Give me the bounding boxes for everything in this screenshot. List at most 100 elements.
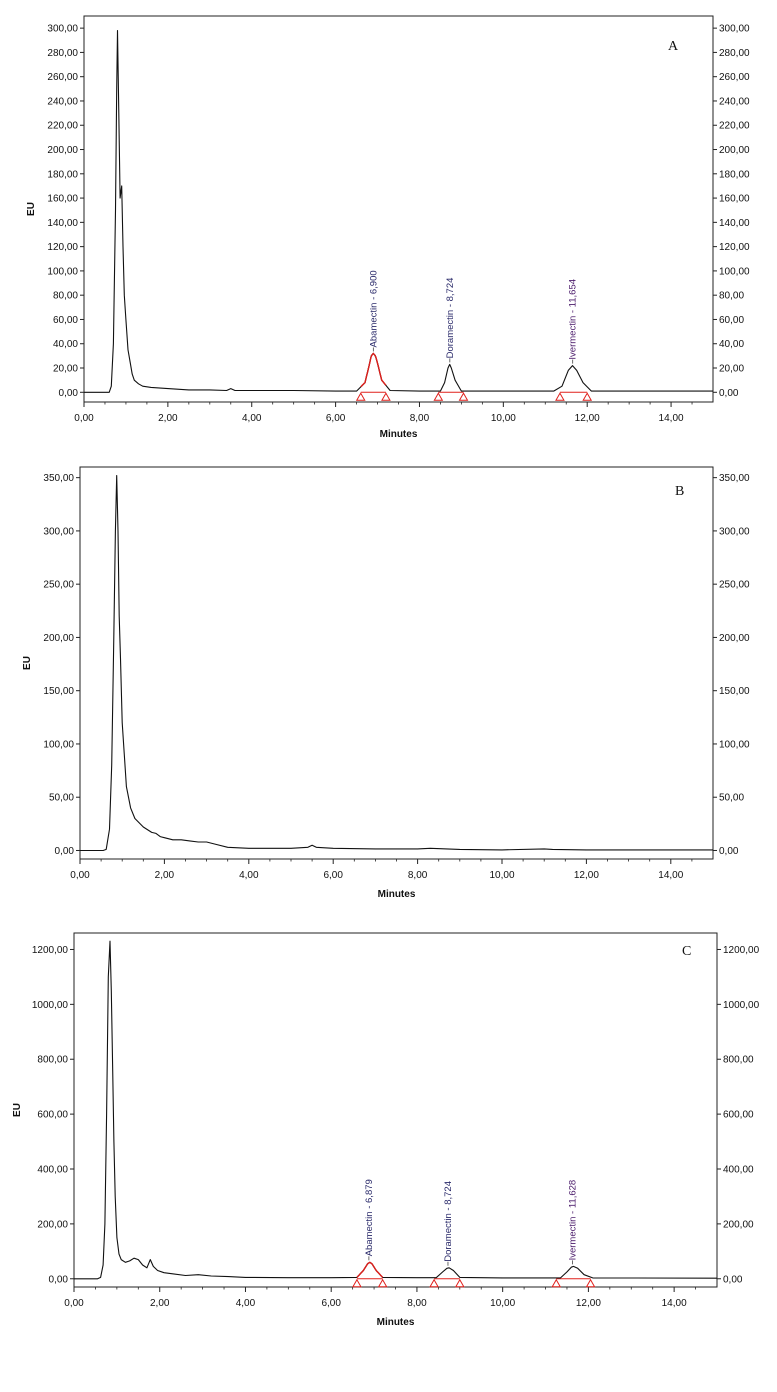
y-tick-label-left: 1200,00 [32, 945, 69, 956]
y-tick-label-right: 220,00 [719, 121, 750, 132]
y-tick-label-left: 60,00 [53, 315, 78, 326]
y-tick-label-right: 200,00 [719, 633, 750, 644]
y-tick-label-right: 140,00 [719, 218, 750, 229]
y-tick-label-right: 100,00 [719, 266, 750, 277]
y-tick-label-left: 260,00 [47, 72, 78, 83]
peak-label: Ivermectin - 11,654 [568, 279, 579, 360]
peak-label: Ivermectin - 11,628 [567, 1180, 578, 1261]
y-axis-title: EU [12, 1103, 23, 1117]
peak-boundary-marker [433, 392, 444, 401]
y-tick-label-right: 200,00 [723, 1219, 754, 1230]
y-tick-label-right: 300,00 [719, 526, 750, 537]
y-axis-title: EU [26, 202, 37, 216]
x-tick-label: 6,00 [321, 1298, 341, 1309]
y-tick-label-right: 800,00 [723, 1055, 754, 1066]
peak-boundary-marker [377, 1278, 388, 1288]
peak-boundary-marker [352, 1278, 362, 1288]
x-axis-title: Minutes [380, 429, 418, 440]
y-tick-label-left: 240,00 [47, 96, 78, 107]
y-tick-label-left: 300,00 [47, 24, 78, 35]
y-tick-label-right: 50,00 [719, 793, 744, 804]
plot-frame [79, 466, 714, 860]
y-tick-label-right: 0,00 [723, 1274, 743, 1285]
y-tick-label-left: 200,00 [47, 145, 78, 156]
peak-boundary-marker [585, 1278, 596, 1288]
peak-boundary-marker [429, 1278, 439, 1288]
y-tick-label-left: 400,00 [37, 1165, 68, 1176]
plot-frame [73, 932, 718, 1288]
x-tick-label: 12,00 [575, 413, 600, 424]
y-tick-label-right: 120,00 [719, 242, 750, 253]
y-tick-label-left: 280,00 [47, 48, 78, 59]
peak-boundary-marker [582, 392, 593, 401]
x-tick-label: 4,00 [236, 1298, 256, 1309]
x-tick-label: 10,00 [490, 1298, 515, 1309]
y-tick-label-right: 300,00 [719, 24, 750, 35]
panel-label: B [675, 484, 684, 499]
y-tick-label-right: 20,00 [719, 364, 744, 375]
x-tick-label: 10,00 [489, 870, 514, 881]
y-tick-label-left: 350,00 [43, 473, 74, 484]
peak-boundary-marker [355, 392, 366, 401]
x-tick-label: 6,00 [323, 870, 343, 881]
y-tick-label-right: 260,00 [719, 72, 750, 83]
peak-highlight-overlay [360, 352, 387, 388]
x-tick-label: 4,00 [239, 870, 259, 881]
y-tick-label-left: 50,00 [49, 793, 74, 804]
x-tick-label: 2,00 [150, 1298, 170, 1309]
x-tick-label: 12,00 [574, 870, 599, 881]
peak-boundary-marker [551, 1278, 562, 1288]
y-tick-label-right: 60,00 [719, 315, 744, 326]
y-tick-label-right: 600,00 [723, 1110, 754, 1121]
y-tick-label-left: 200,00 [37, 1219, 68, 1230]
y-tick-label-left: 140,00 [47, 218, 78, 229]
y-tick-label-left: 600,00 [37, 1110, 68, 1121]
y-tick-label-right: 250,00 [719, 580, 750, 591]
y-tick-label-left: 0,00 [55, 846, 75, 857]
y-tick-label-right: 150,00 [719, 686, 750, 697]
y-tick-label-left: 1000,00 [32, 1000, 69, 1011]
y-tick-label-left: 150,00 [43, 686, 74, 697]
chromatogram-panel-a: 0,00 2,00 4,00 6,00 8,00 10,00 12,00 14,00 0,00 0… [0, 0, 777, 450]
y-tick-label-left: 800,00 [37, 1055, 68, 1066]
peak-highlight-trace [360, 352, 387, 388]
x-tick-label: 8,00 [407, 1298, 427, 1309]
peak-boundary-marker [458, 392, 469, 401]
y-tick-label-left: 40,00 [53, 339, 78, 350]
x-tick-label: 12,00 [576, 1298, 601, 1309]
x-tick-label: 0,00 [70, 870, 90, 881]
peak-boundary-marker [381, 392, 391, 401]
x-tick-label: 8,00 [410, 413, 430, 424]
y-tick-label-right: 200,00 [719, 145, 750, 156]
x-tick-label: 10,00 [491, 413, 516, 424]
y-tick-label-right: 350,00 [719, 473, 750, 484]
y-tick-label-right: 1000,00 [723, 1000, 760, 1011]
chromatogram-panel-b: 0,00 2,00 4,00 6,00 8,00 10,00 12,00 14,00 0,00 0… [0, 455, 777, 905]
chromatogram-b: 0,00 2,00 4,00 6,00 8,00 10,00 12,00 14,00 0,00 0… [22, 466, 750, 900]
chromatogram-trace [74, 940, 718, 1280]
chromatogram-trace [84, 30, 713, 393]
y-tick-label-right: 160,00 [719, 194, 750, 205]
y-tick-label-left: 160,00 [47, 194, 78, 205]
peak-boundary-marker [555, 392, 565, 401]
x-tick-label: 14,00 [662, 1298, 687, 1309]
y-tick-label-left: 100,00 [47, 266, 78, 277]
peak-highlight-overlay [356, 1261, 384, 1278]
x-tick-label: 2,00 [155, 870, 175, 881]
x-tick-label: 6,00 [326, 413, 346, 424]
y-tick-label-left: 100,00 [43, 739, 74, 750]
chromatogram-trace [80, 474, 713, 852]
y-tick-label-left: 300,00 [43, 526, 74, 537]
chromatogram-panel-c: 0,00 2,00 4,00 6,00 8,00 10,00 12,00 14,00 0,00 0… [0, 915, 777, 1387]
x-tick-label: 14,00 [658, 870, 683, 881]
y-tick-label-right: 0,00 [719, 388, 739, 399]
chromatogram-a: 0,00 2,00 4,00 6,00 8,00 10,00 12,00 14,00 0,00 0… [26, 15, 750, 440]
y-tick-label-right: 0,00 [719, 846, 739, 857]
y-tick-label-left: 200,00 [43, 633, 74, 644]
y-tick-label-left: 0,00 [59, 388, 79, 399]
y-tick-label-left: 80,00 [53, 291, 78, 302]
panel-label: A [668, 39, 679, 54]
y-tick-label-left: 250,00 [43, 580, 74, 591]
x-tick-label: 2,00 [158, 413, 178, 424]
y-tick-label-right: 400,00 [723, 1165, 754, 1176]
